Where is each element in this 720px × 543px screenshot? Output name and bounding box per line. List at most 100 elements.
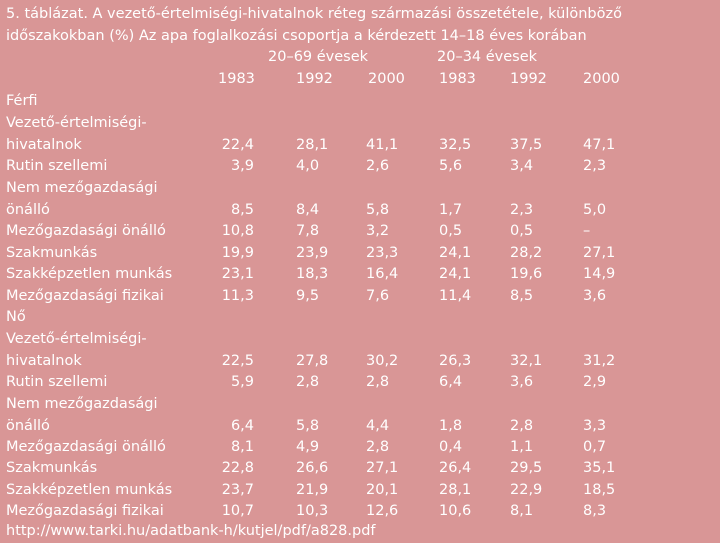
table-cell: 4,0 bbox=[296, 158, 320, 174]
table-cell: 32,5 bbox=[439, 136, 472, 153]
row-label: Szakképzetlen munkás bbox=[6, 482, 173, 498]
row-label: Rutin szellemi bbox=[6, 374, 108, 390]
table-cell: 10,8 bbox=[221, 223, 254, 239]
table-cell: 4,4 bbox=[366, 417, 390, 434]
table-cell: 3,9 bbox=[230, 158, 254, 174]
table-cell: 11,4 bbox=[439, 288, 472, 304]
table-cell: 0,4 bbox=[439, 439, 463, 455]
table-cell: 3,4 bbox=[510, 158, 534, 174]
table-cell: 26,4 bbox=[439, 460, 472, 476]
year-header: 2000 bbox=[583, 71, 620, 87]
year-header: 1992 bbox=[510, 71, 547, 87]
row-label: Rutin szellemi bbox=[6, 158, 108, 174]
table-cell: 47,1 bbox=[583, 136, 616, 153]
table-cell: 32,1 bbox=[510, 352, 543, 369]
table-cell: 10,7 bbox=[221, 503, 254, 519]
row-label: Mezőgazdasági önálló bbox=[6, 223, 166, 239]
table-cell: 26,3 bbox=[439, 352, 472, 369]
table-cell: 23,7 bbox=[221, 482, 254, 498]
table-cell: 12,6 bbox=[366, 503, 399, 519]
table-cell: 14,9 bbox=[583, 266, 616, 282]
table-cell: 29,5 bbox=[510, 460, 543, 476]
table-cell: 2,9 bbox=[583, 374, 607, 390]
table-cell: 2,6 bbox=[366, 158, 390, 174]
table-cell: 1,7 bbox=[439, 201, 463, 218]
row-label: Szakképzetlen munkás bbox=[6, 266, 173, 282]
table-cell: 27,8 bbox=[296, 352, 329, 369]
table-cell: 27,1 bbox=[583, 245, 616, 261]
table-cell: 3,2 bbox=[366, 223, 390, 239]
table-cell: 24,1 bbox=[439, 245, 472, 261]
table-cell: 22,8 bbox=[221, 460, 254, 476]
table-cell: 28,1 bbox=[439, 482, 472, 498]
table-cell: 5,9 bbox=[230, 374, 254, 390]
table-cell: 20,1 bbox=[366, 482, 399, 498]
table-cell: 41,1 bbox=[366, 136, 399, 153]
year-header: 2000 bbox=[368, 71, 405, 87]
table-cell: 27,1 bbox=[366, 460, 399, 476]
table-cell: 0,7 bbox=[583, 439, 607, 455]
table-cell: 21,9 bbox=[296, 482, 329, 498]
table-cell: 35,1 bbox=[583, 460, 616, 476]
table-cell: 2,8 bbox=[366, 439, 390, 455]
row-label-continued: hivatalnok bbox=[6, 352, 82, 369]
table-cell: 6,4 bbox=[439, 374, 463, 390]
table-cell: 0,5 bbox=[510, 223, 534, 239]
year-header: 1983 bbox=[218, 71, 255, 87]
year-header: 1992 bbox=[296, 71, 333, 87]
row-label: Nem mezőgazdasági bbox=[6, 180, 158, 196]
caption-line-2: időszakokban (%) Az apa foglalkozási cso… bbox=[6, 27, 587, 44]
section-label-male: Férfi bbox=[6, 93, 38, 109]
table-cell: 8,1 bbox=[510, 503, 534, 519]
table-cell: 18,5 bbox=[583, 482, 616, 498]
caption-line-1: 5. táblázat. A vezető-értelmiségi-hivata… bbox=[6, 6, 622, 22]
row-label-continued: hivatalnok bbox=[6, 136, 82, 153]
table-cell: 7,8 bbox=[296, 223, 320, 239]
table-cell: 28,1 bbox=[296, 136, 329, 153]
table-cell: 8,4 bbox=[296, 201, 320, 218]
table-cell: 7,6 bbox=[366, 288, 390, 304]
table-cell: 8,1 bbox=[230, 439, 254, 455]
table-cell: 2,8 bbox=[366, 374, 390, 390]
table-cell: 8,3 bbox=[583, 503, 607, 519]
row-label-continued: önálló bbox=[6, 201, 50, 218]
table-cell: 10,6 bbox=[439, 503, 472, 519]
table-cell: 3,6 bbox=[583, 288, 607, 304]
table-cell: 23,9 bbox=[296, 245, 329, 261]
table-cell: 5,6 bbox=[439, 158, 463, 174]
row-label: Vezető-értelmiségi- bbox=[6, 115, 147, 131]
table-cell: 19,6 bbox=[510, 266, 543, 282]
table-cell: 4,9 bbox=[296, 439, 320, 455]
table-cell: 28,2 bbox=[510, 245, 543, 261]
table-cell: 5,8 bbox=[296, 417, 320, 434]
table-cell: 23,1 bbox=[221, 266, 254, 282]
table-cell: 22,9 bbox=[510, 482, 543, 498]
row-label-continued: önálló bbox=[6, 417, 50, 434]
table-cell: 9,5 bbox=[296, 288, 320, 304]
year-header: 1983 bbox=[439, 71, 476, 87]
table-cell: 24,1 bbox=[439, 266, 472, 282]
table-cell: 2,8 bbox=[510, 417, 534, 434]
table-cell: – bbox=[583, 223, 591, 239]
row-label: Szakmunkás bbox=[6, 245, 98, 261]
table-caption: 5. táblázat. A vezető-értelmiségi-hivata… bbox=[6, 4, 718, 47]
group-header-20-34: 20–34 évesek bbox=[437, 49, 538, 65]
table-cell: 2,3 bbox=[510, 201, 534, 218]
table-cell: 26,6 bbox=[296, 460, 329, 476]
table-cell: 31,2 bbox=[583, 352, 616, 369]
table-cell: 16,4 bbox=[366, 266, 399, 282]
group-header-20-69: 20–69 évesek bbox=[268, 49, 369, 65]
table-cell: 11,3 bbox=[221, 288, 254, 304]
table-cell: 8,5 bbox=[230, 201, 254, 218]
table-cell: 2,8 bbox=[296, 374, 320, 390]
table-cell: 37,5 bbox=[510, 136, 543, 153]
table-cell: 23,3 bbox=[366, 245, 399, 261]
row-label: Vezető-értelmiségi- bbox=[6, 331, 147, 347]
table-cell: 3,3 bbox=[583, 417, 607, 434]
row-label: Mezőgazdasági fizikai bbox=[6, 503, 164, 519]
table-cell: 22,5 bbox=[221, 352, 254, 369]
table-cell: 1,8 bbox=[439, 417, 463, 434]
table-cell: 18,3 bbox=[296, 266, 329, 282]
row-label: Nem mezőgazdasági bbox=[6, 396, 158, 412]
table-cell: 0,5 bbox=[439, 223, 463, 239]
